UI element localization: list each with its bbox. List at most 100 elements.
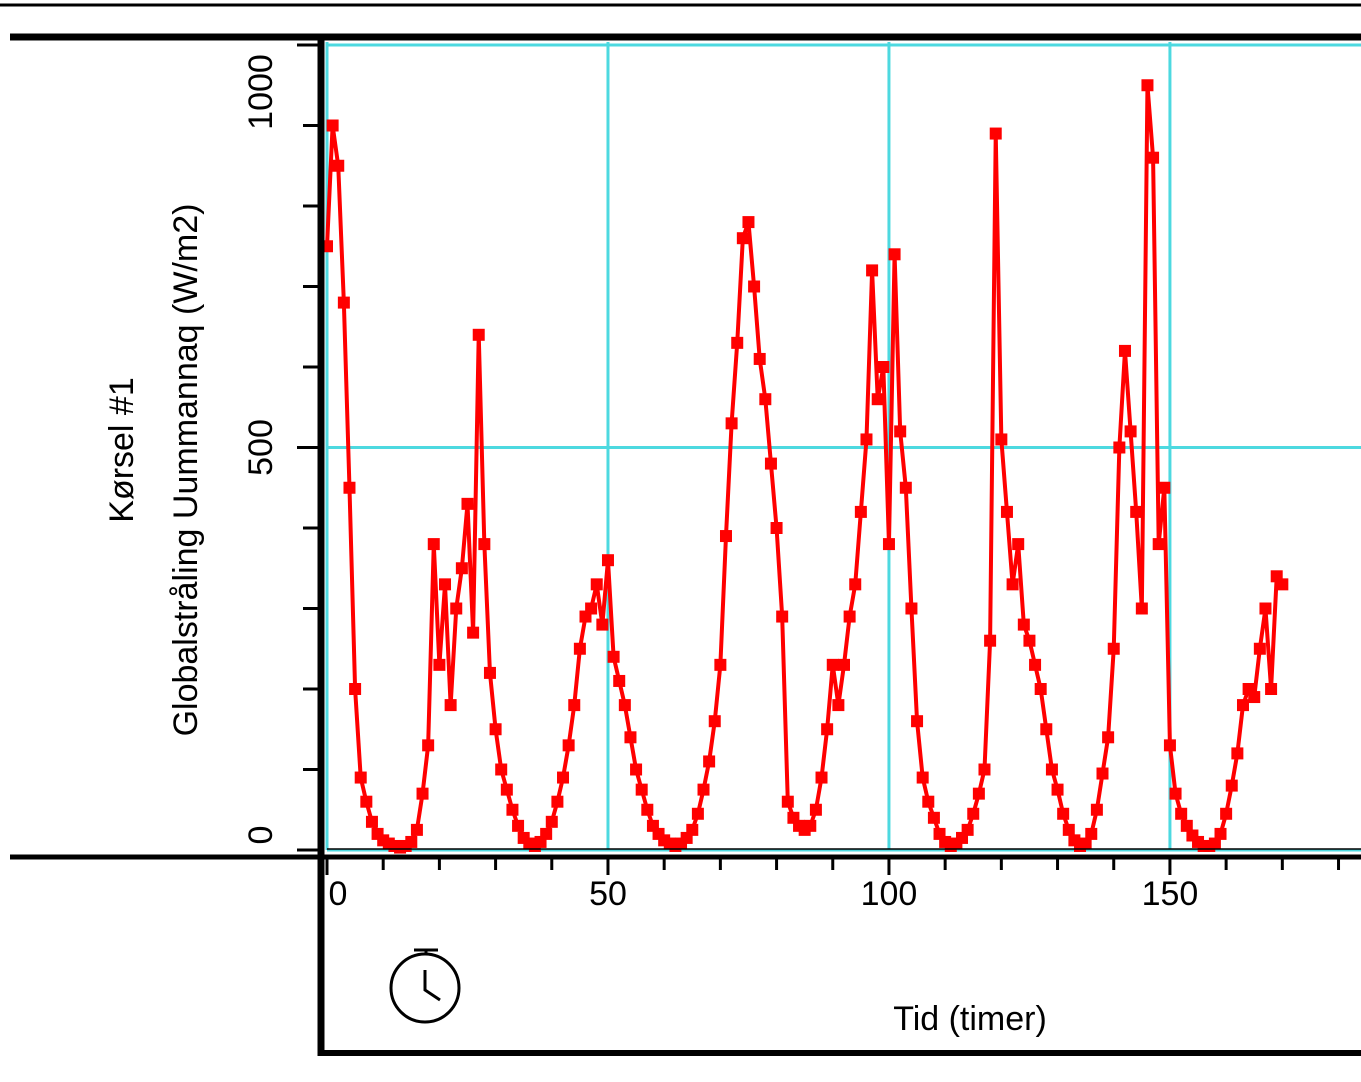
data-point: [1085, 827, 1098, 840]
data-point: [585, 602, 598, 615]
data-point: [1152, 538, 1165, 551]
data-point: [1175, 807, 1188, 820]
data-point: [540, 827, 553, 840]
data-point: [832, 699, 845, 712]
data-point: [826, 658, 839, 671]
data-point: [854, 505, 867, 518]
data-point: [326, 119, 339, 132]
data-point: [1225, 779, 1238, 792]
data-point: [1265, 683, 1278, 695]
data-point: [360, 795, 373, 808]
data-point: [1220, 807, 1233, 820]
data-point: [483, 666, 496, 679]
data-point: [461, 497, 474, 510]
data-point: [753, 352, 766, 365]
data-point: [838, 658, 850, 671]
data-point: [1090, 803, 1103, 816]
data-point: [1259, 602, 1272, 615]
data-point: [1062, 823, 1075, 836]
data-point: [557, 771, 570, 784]
data-point: [1214, 827, 1227, 840]
data-point: [618, 699, 631, 712]
data-point: [444, 699, 457, 712]
data-point: [916, 771, 929, 784]
data-point: [1163, 739, 1176, 752]
data-point: [354, 771, 367, 784]
data-point: [635, 783, 648, 796]
data-point: [1135, 602, 1148, 615]
data-point: [731, 336, 744, 349]
data-point: [849, 578, 862, 591]
data-point: [1130, 505, 1143, 518]
data-point: [995, 433, 1008, 446]
data-point: [495, 763, 508, 776]
data-point: [455, 562, 468, 575]
data-point: [703, 755, 716, 768]
data-point: [472, 328, 485, 341]
data-point: [804, 819, 817, 832]
data-point: [821, 723, 834, 736]
data-point: [736, 232, 749, 245]
data-point: [708, 715, 721, 728]
data-point: [989, 127, 1002, 140]
data-point: [843, 610, 856, 623]
y-tick-label: 500: [242, 419, 280, 476]
data-point: [1023, 634, 1036, 647]
data-point: [770, 522, 783, 534]
x-axis-label: Tid (timer): [893, 1000, 1047, 1038]
data-point: [1034, 683, 1047, 695]
data-point: [984, 634, 997, 647]
data-point: [1040, 723, 1053, 736]
data-point: [545, 815, 558, 828]
x-tick-label: 0: [329, 875, 348, 913]
data-point: [1017, 618, 1030, 631]
data-point: [337, 296, 350, 309]
data-point: [1124, 425, 1137, 438]
data-point: [697, 783, 710, 796]
data-point: [871, 393, 884, 406]
data-point: [1012, 538, 1025, 551]
x-tick-label: 50: [589, 875, 627, 913]
data-point: [1096, 767, 1109, 780]
plot-area: [321, 42, 1361, 854]
data-point: [809, 803, 822, 816]
data-point: [450, 602, 463, 615]
data-point: [439, 578, 452, 591]
data-point: [978, 763, 991, 776]
data-point: [405, 835, 418, 848]
stopwatch-icon: [389, 948, 461, 1024]
data-point: [427, 538, 440, 551]
data-point: [500, 783, 513, 796]
data-point: [888, 248, 901, 261]
data-point: [719, 530, 732, 543]
data-point: [691, 807, 704, 820]
data-point: [343, 481, 356, 494]
data-point: [866, 264, 879, 277]
data-point: [1006, 578, 1019, 591]
data-point: [416, 787, 429, 800]
data-point: [1158, 481, 1171, 494]
data-point: [1141, 79, 1154, 92]
x-tick-label: 100: [861, 875, 918, 913]
data-point: [1118, 344, 1131, 357]
data-point: [748, 280, 761, 293]
data-point: [1180, 819, 1193, 832]
data-point: [714, 658, 727, 671]
data-point: [882, 538, 895, 551]
data-point: [590, 578, 603, 591]
data-point: [972, 787, 985, 800]
data-point: [349, 683, 362, 695]
data-point: [365, 815, 378, 828]
data-point: [911, 715, 924, 728]
y-tick-label: 0: [242, 826, 280, 845]
data-point: [551, 795, 564, 808]
data-point: [1000, 505, 1013, 518]
data-point: [624, 731, 637, 744]
data-point: [1051, 783, 1064, 796]
data-point: [1231, 747, 1244, 760]
data-point: [1113, 441, 1126, 454]
data-point: [1253, 642, 1266, 655]
data-point: [478, 538, 491, 551]
data-point: [927, 811, 940, 824]
